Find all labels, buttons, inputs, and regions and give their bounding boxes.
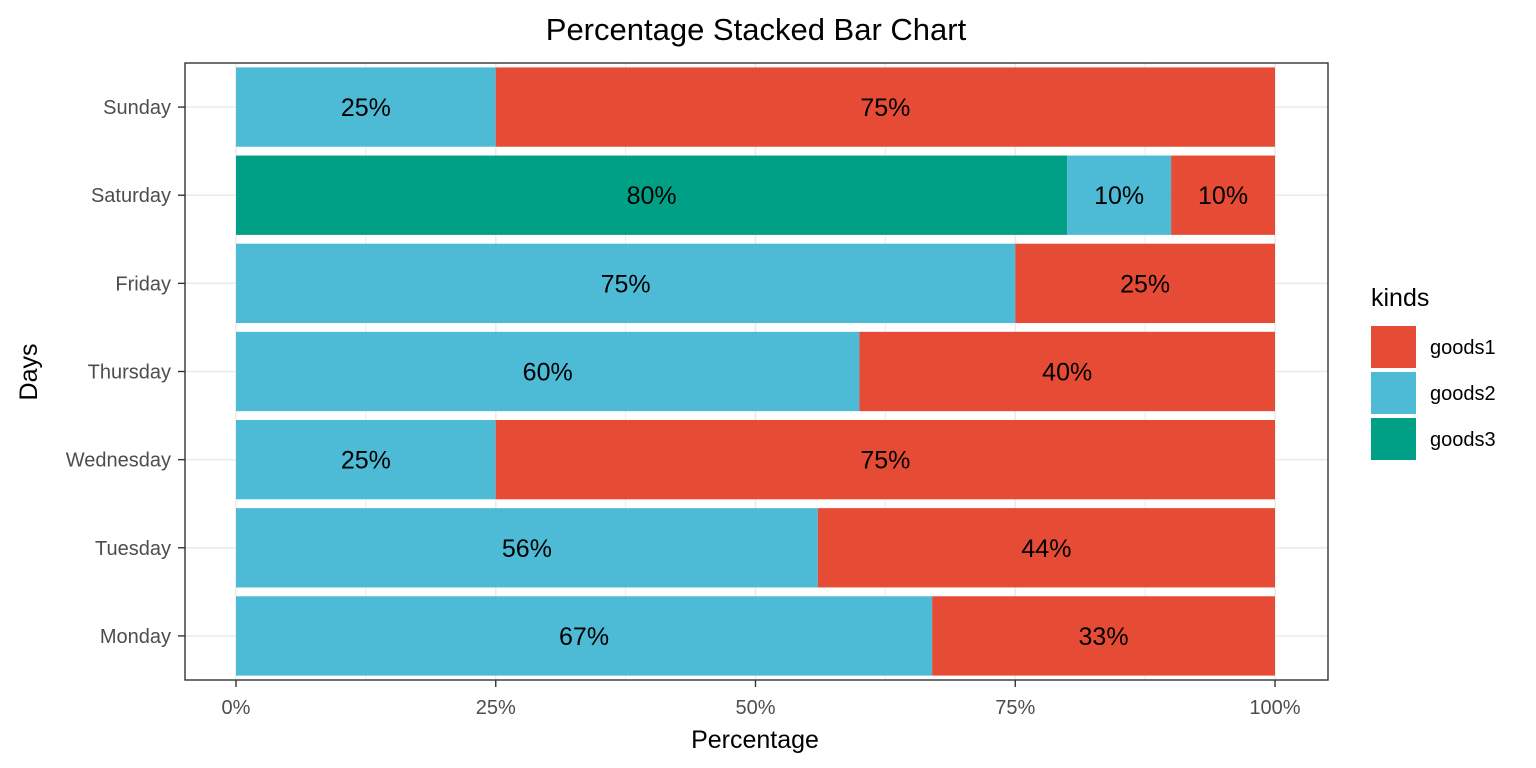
y-tick-label: Thursday [88, 362, 171, 384]
x-tick-label: 25% [476, 697, 516, 719]
y-tick-label: Tuesday [95, 538, 171, 560]
bar-goods2-wednesday [236, 419, 496, 500]
y-tick-label: Sunday [103, 97, 171, 119]
y-tick-label: Monday [100, 626, 171, 648]
chart-title: Percentage Stacked Bar Chart [546, 12, 967, 47]
bar-goods2-thursday [236, 331, 860, 412]
legend-label-goods1: goods1 [1430, 337, 1496, 359]
bar-goods1-wednesday [495, 419, 1275, 500]
bar-label: 25% [341, 447, 391, 475]
bar-label: 75% [860, 94, 910, 122]
bar-label: 33% [1079, 623, 1129, 651]
bar-label: 10% [1198, 182, 1248, 210]
legend-key-goods2 [1371, 372, 1416, 414]
y-axis-title: Days [15, 344, 43, 401]
bar-goods1-sunday [495, 67, 1275, 147]
legend-label-goods2: goods2 [1430, 383, 1496, 405]
bar-label: 44% [1021, 535, 1071, 563]
bar-goods1-monday [932, 596, 1275, 676]
bar-label: 25% [1120, 270, 1170, 298]
x-tick-label: 75% [995, 697, 1035, 719]
bar-goods2-sunday [236, 67, 496, 147]
x-tick-label: 100% [1249, 697, 1300, 719]
y-tick-label: Friday [115, 273, 171, 295]
legend: kinds goods1 goods2 goods3 [1371, 284, 1496, 460]
y-tick-label: Wednesday [66, 450, 171, 472]
bar-goods1-thursday [859, 331, 1275, 412]
bar-label: 60% [523, 359, 573, 387]
bar-goods2-monday [236, 596, 933, 676]
bar-label: 56% [502, 535, 552, 563]
legend-label-goods3: goods3 [1430, 429, 1496, 451]
bar-goods1-saturday [1171, 155, 1275, 235]
bar-goods1-tuesday [817, 508, 1275, 588]
bar-goods2-friday [236, 243, 1016, 324]
x-tick-label: 0% [222, 697, 251, 719]
bar-goods1-friday [1015, 243, 1275, 324]
y-tick-label: Saturday [91, 185, 171, 207]
bar-goods3-saturday [236, 155, 1068, 235]
legend-title: kinds [1371, 284, 1429, 312]
bar-labels: 67% 33% 56% 44% 25% 75% 60% 40% 75% 25% 80% 10% 10% 2… [341, 94, 1248, 651]
y-axis: Monday Tuesday Wednesday Thursday Friday Satu… [66, 97, 185, 648]
bar-label: 25% [341, 94, 391, 122]
bars [236, 67, 1275, 676]
bar-label: 67% [559, 623, 609, 651]
legend-key-goods3 [1371, 418, 1416, 460]
bar-label: 10% [1094, 182, 1144, 210]
bar-label: 80% [627, 182, 677, 210]
bar-label: 75% [601, 270, 651, 298]
x-axis: 0% 25% 50% 75% 100% [222, 680, 1301, 719]
bar-label: 40% [1042, 359, 1092, 387]
bar-goods2-tuesday [236, 508, 818, 588]
bar-label: 75% [860, 447, 910, 475]
bar-goods2-saturday [1067, 155, 1172, 235]
legend-key-goods1 [1371, 326, 1416, 368]
x-axis-title: Percentage [691, 726, 819, 754]
x-tick-label: 50% [735, 697, 775, 719]
